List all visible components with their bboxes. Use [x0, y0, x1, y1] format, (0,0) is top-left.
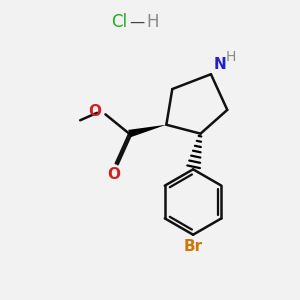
Text: H: H — [147, 13, 159, 31]
Text: —: — — [129, 15, 144, 30]
Text: Cl: Cl — [111, 13, 127, 31]
Text: H: H — [225, 50, 236, 64]
Text: N: N — [213, 57, 226, 72]
Text: O: O — [88, 104, 101, 119]
Text: O: O — [107, 167, 120, 182]
Text: methyl: methyl — [73, 118, 78, 119]
Text: Br: Br — [184, 238, 203, 253]
Polygon shape — [128, 125, 166, 137]
